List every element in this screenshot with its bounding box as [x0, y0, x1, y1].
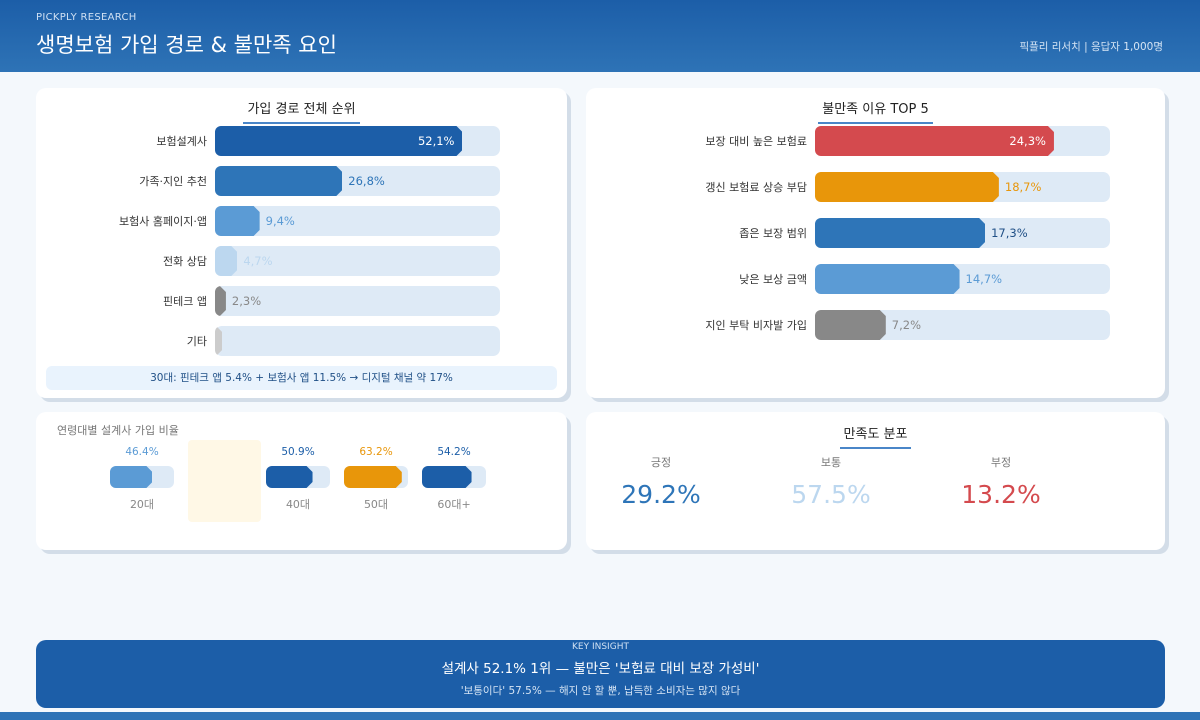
- satisfaction-value: 29.2%: [621, 480, 701, 509]
- bar-row: [215, 326, 500, 356]
- bar-fill: [815, 310, 886, 340]
- satisfaction-label: 보통: [820, 456, 842, 469]
- bar-value: 14,7%: [965, 272, 1003, 286]
- reasons-title: 불만족 이유 TOP 5: [818, 98, 933, 124]
- age-label: 20대: [129, 498, 155, 511]
- reasons-chart: 24,3% 18,7% 17,3% 14,7% 7,2%: [815, 126, 1110, 386]
- bar-track: [215, 246, 500, 276]
- bar-row: 14,7%: [815, 264, 1110, 294]
- age-fill: [344, 466, 402, 488]
- bar-fill: [815, 172, 999, 202]
- bar-label: 갱신 보험료 상승 부담: [705, 181, 807, 194]
- satisfaction-value: 13.2%: [961, 480, 1041, 509]
- age-column: 46.4% 20대: [103, 440, 181, 536]
- bar-row: 18,7%: [815, 172, 1110, 202]
- bar-fill: [215, 166, 342, 196]
- age-label: 50대: [363, 498, 389, 511]
- page-title: 생명보험 가입 경로 & 불만족 요인: [36, 33, 337, 57]
- age-title: 연령대별 설계사 가입 비율: [57, 424, 179, 437]
- bar-row: 4,7%: [215, 246, 500, 276]
- bar-fill: [215, 286, 226, 316]
- bar-track: [215, 286, 500, 316]
- bar-value: 9,4%: [265, 214, 295, 228]
- age-value: 63.2%: [359, 446, 393, 458]
- bar-label: 낮은 보상 금액: [739, 273, 807, 286]
- bar-row: 9,4%: [215, 206, 500, 236]
- bar-row: 52,1%: [215, 126, 500, 156]
- bar-value: 4,7%: [243, 254, 273, 268]
- bar-row: 2,3%: [215, 286, 500, 316]
- bar-row: 17,3%: [815, 218, 1110, 248]
- satisfaction-label: 긍정: [650, 456, 672, 469]
- bar-label: 전화 상담: [163, 255, 207, 268]
- satisfaction-item: 부정 13.2%: [931, 454, 1071, 509]
- bar-fill: [215, 326, 222, 356]
- channels-title: 가입 경로 전체 순위: [243, 98, 360, 124]
- bar-fill: [815, 218, 985, 248]
- satisfaction-title: 만족도 분포: [839, 423, 912, 449]
- age-chart: 46.4% 20대 50.9% 40대 63.2% 50대 54.2% 60대+: [103, 440, 503, 540]
- channels-chart: 52,1% 26,8% 9,4% 4,7% 2,3%: [215, 126, 500, 358]
- bar-fill: [815, 126, 1054, 156]
- bar-fill: [215, 206, 260, 236]
- age-value: 54.2%: [437, 446, 471, 458]
- bar-track: [215, 326, 500, 356]
- bar-value: 24,3%: [1009, 134, 1046, 148]
- age-fill: [266, 466, 313, 488]
- bar-fill: [215, 126, 462, 156]
- bar-fill: [215, 246, 237, 276]
- key-insight-banner: KEY INSIGHT 설계사 52.1% 1위 — 불만은 '보험료 대비 보…: [36, 640, 1165, 708]
- age-track: [110, 466, 174, 488]
- satisfaction-item: 보통 57.5%: [761, 454, 901, 509]
- bar-value: 2,3%: [231, 294, 262, 308]
- age-fill: [422, 466, 472, 488]
- bar-label: 가족·지인 추천: [139, 175, 207, 188]
- age-value: 50.9%: [281, 446, 315, 458]
- bar-track: [215, 206, 500, 236]
- header: PICKPLY RESEARCH 생명보험 가입 경로 & 불만족 요인 픽플리…: [0, 0, 1200, 72]
- bar-label: 보험설계사: [156, 135, 207, 148]
- age-label: 60대+: [437, 498, 471, 511]
- age-label: 40대: [285, 498, 311, 511]
- source-meta: 픽플리 리서치 | 응답자 1,000명: [1019, 41, 1163, 53]
- bar-fill: [815, 264, 960, 294]
- bar-row: 24,3%: [815, 126, 1110, 156]
- age-highlight: [188, 440, 261, 522]
- satisfaction-item: 긍정 29.2%: [591, 454, 731, 509]
- bar-label: 보험사 홈페이지·앱: [119, 215, 207, 228]
- age-track: [266, 466, 330, 488]
- bar-value: 52,1%: [417, 134, 455, 148]
- bar-value: 18,7%: [1004, 180, 1042, 194]
- channels-note: 30대: 핀테크 앱 5.4% + 보험사 앱 11.5% → 디지털 채널 약…: [46, 366, 557, 390]
- bar-label: 지인 부탁 비자발 가입: [705, 319, 807, 332]
- bar-row: 26,8%: [215, 166, 500, 196]
- age-column: 50.9% 40대: [259, 440, 337, 536]
- age-track: [422, 466, 486, 488]
- footer-bar: [0, 712, 1200, 720]
- bar-label: 기타: [186, 335, 207, 348]
- age-column: 63.2% 50대: [337, 440, 415, 536]
- reasons-card: 불만족 이유 TOP 5 24,3% 18,7% 17,3% 14,7% 7,2% 보장…: [586, 88, 1165, 398]
- satisfaction-value: 57.5%: [791, 480, 871, 509]
- insight-kicker: KEY INSIGHT: [572, 642, 629, 652]
- age-value: 46.4%: [125, 446, 159, 458]
- channels-card: 가입 경로 전체 순위 52,1% 26,8% 9,4% 4,7% 2,3% 30대: …: [36, 88, 567, 398]
- age-card: 연령대별 설계사 가입 비율 46.4% 20대 50.9% 40대 63.2% 50대 5…: [36, 412, 567, 550]
- bar-value: 17,3%: [991, 226, 1028, 240]
- age-track: [344, 466, 408, 488]
- insight-sub: '보통이다' 57.5% — 해지 안 할 뿐, 납득한 소비자는 많지 않다: [460, 685, 741, 697]
- brand: PICKPLY RESEARCH: [36, 12, 137, 23]
- bar-value: 26,8%: [348, 174, 385, 188]
- bar-value: 7,2%: [891, 318, 922, 332]
- bar-label: 좁은 보장 범위: [739, 227, 807, 240]
- age-fill: [110, 466, 152, 488]
- age-column: [181, 440, 261, 536]
- bar-label: 핀테크 앱: [163, 295, 207, 308]
- bar-row: 7,2%: [815, 310, 1110, 340]
- insight-headline: 설계사 52.1% 1위 — 불만은 '보험료 대비 보장 가성비': [441, 661, 760, 677]
- satisfaction-card: 만족도 분포 긍정 29.2% 보통 57.5% 부정 13.2%: [586, 412, 1165, 550]
- bar-label: 보장 대비 높은 보험료: [705, 135, 807, 148]
- satisfaction-label: 부정: [990, 456, 1012, 469]
- age-column: 54.2% 60대+: [415, 440, 493, 536]
